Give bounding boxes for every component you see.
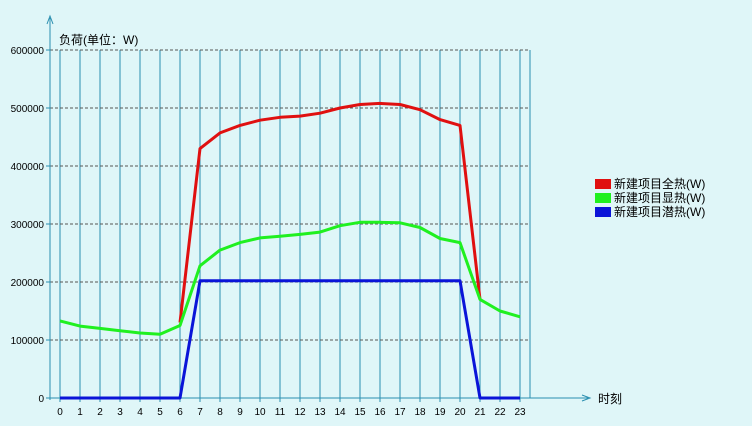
x-tick-label: 19 bbox=[434, 407, 446, 418]
legend-swatch-2 bbox=[595, 193, 611, 203]
x-tick-label: 11 bbox=[275, 407, 286, 418]
y-tick-label: 400000 bbox=[11, 162, 45, 173]
legend-label-3: 新建项目潜热(W) bbox=[614, 204, 705, 219]
x-tick-label: 6 bbox=[177, 407, 183, 418]
legend-label-1: 新建项目全热(W) bbox=[614, 176, 705, 191]
x-tick-label: 20 bbox=[454, 407, 466, 418]
x-tick-label: 3 bbox=[117, 407, 123, 418]
y-tick-label: 100000 bbox=[11, 336, 45, 347]
x-tick-label: 7 bbox=[197, 407, 203, 418]
x-axis-arrow bbox=[581, 394, 592, 402]
x-tick-label: 21 bbox=[474, 407, 486, 418]
y-axis-arrow bbox=[46, 14, 54, 25]
x-tick-label: 1 bbox=[77, 407, 83, 418]
x-tick-label: 18 bbox=[414, 407, 426, 418]
grid bbox=[50, 49, 531, 398]
legend-swatch-3 bbox=[595, 207, 611, 217]
x-tick-label: 17 bbox=[394, 407, 406, 418]
x-tick-label: 9 bbox=[237, 407, 243, 418]
x-tick-label: 2 bbox=[97, 407, 103, 418]
legend-label-2: 新建项目显热(W) bbox=[614, 190, 705, 205]
x-tick-label: 12 bbox=[294, 407, 306, 418]
y-tick-label: 0 bbox=[38, 394, 44, 405]
series-lines bbox=[59, 101, 521, 400]
legend-swatch-1 bbox=[595, 179, 611, 189]
x-tick-label: 16 bbox=[374, 407, 386, 418]
y-tick-label: 300000 bbox=[11, 220, 45, 231]
x-tick-label: 15 bbox=[354, 407, 366, 418]
y-tick-label: 600000 bbox=[11, 46, 45, 57]
x-tick-label: 0 bbox=[57, 407, 63, 418]
x-tick-label: 10 bbox=[254, 407, 266, 418]
x-tick-label: 14 bbox=[334, 407, 346, 418]
y-tick-label: 500000 bbox=[11, 104, 45, 115]
series-line-1 bbox=[178, 101, 482, 323]
x-tick-label: 23 bbox=[514, 407, 526, 418]
y-tick-label: 200000 bbox=[11, 278, 45, 289]
legend: 新建项目全热(W)新建项目显热(W)新建项目潜热(W) bbox=[595, 176, 705, 219]
x-tick-label: 4 bbox=[137, 407, 143, 418]
y-axis-title: 负荷(单位：W) bbox=[59, 32, 138, 47]
x-tick-label: 5 bbox=[157, 407, 163, 418]
x-tick-label: 8 bbox=[217, 407, 223, 418]
series-line-2 bbox=[59, 220, 521, 336]
x-tick-label: 13 bbox=[314, 407, 326, 418]
series-line-3 bbox=[60, 279, 520, 400]
x-tick-label: 22 bbox=[494, 407, 506, 418]
x-axis-title: 时刻 bbox=[598, 392, 622, 406]
